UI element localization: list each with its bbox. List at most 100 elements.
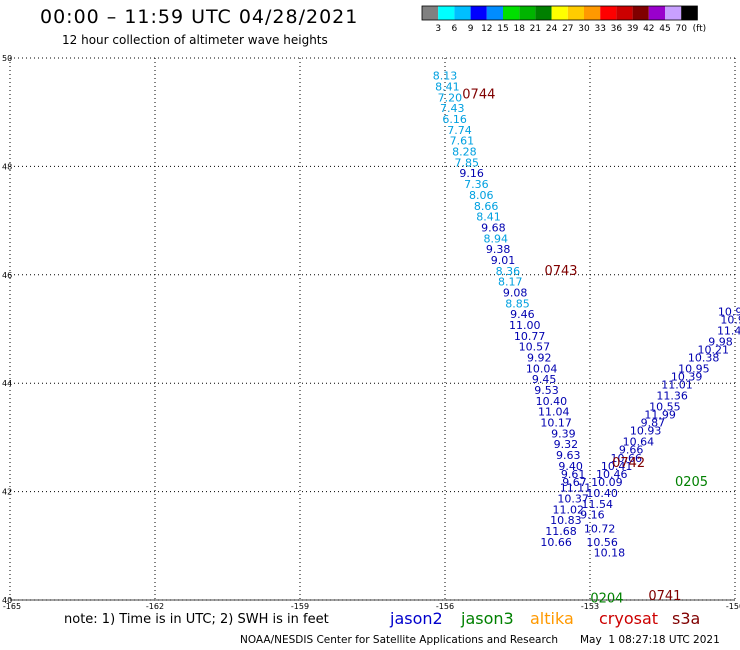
colorbar-swatch	[486, 6, 503, 20]
wave-height-label: 9.53	[534, 384, 559, 397]
wave-height-label: 9.16	[459, 167, 484, 180]
wave-height-label: 10.66	[540, 536, 572, 549]
wave-height-label: 10.09	[591, 476, 623, 489]
wave-height-label: 10.41	[601, 460, 633, 473]
wave-height-label: 10.93	[630, 425, 662, 438]
wave-height-label: 9.92	[527, 352, 552, 365]
wave-height-label: 10.37	[557, 492, 589, 505]
wave-height-label: 10.83	[550, 514, 582, 527]
chart-title: 00:00 – 11:59 UTC 04/28/2021	[40, 6, 359, 28]
pass-time-label: 0204	[590, 592, 623, 607]
wave-height-label: 9.08	[503, 286, 528, 299]
wave-height-label: 7.20	[438, 91, 463, 104]
wave-height-label: 9.40	[558, 460, 583, 473]
wave-height-label: 11.99	[644, 408, 676, 421]
x-tick-label: -162	[146, 602, 164, 611]
wave-height-label: 11.02	[553, 503, 585, 516]
colorbar-label: 6	[452, 24, 458, 34]
wave-height-label: 9.63	[556, 449, 581, 462]
wave-height-label: 11.68	[545, 525, 577, 538]
x-tick-label: -153	[581, 602, 599, 611]
wave-height-label: 10.38	[688, 352, 720, 365]
y-tick-label: 42	[2, 488, 12, 497]
wave-height-label: 7.61	[450, 135, 475, 148]
colorbar-frame	[421, 5, 698, 21]
wave-height-label: 8.85	[505, 297, 530, 310]
footer-note: note: 1) Time is in UTC; 2) SWH is in fe…	[64, 612, 329, 627]
colorbar-label: 9	[468, 24, 474, 34]
wave-height-label: 10.46	[596, 468, 628, 481]
legend-jason3: jason3	[461, 609, 514, 628]
wave-height-label: 11.01	[661, 379, 693, 392]
wave-height-label: 10.66	[611, 452, 643, 465]
colorbar-swatch	[519, 6, 536, 20]
colorbar-swatch	[422, 6, 439, 20]
colorbar-label: 36	[611, 24, 623, 34]
wave-height-label: 7.74	[447, 124, 472, 137]
wave-height-label: 8.41	[435, 81, 460, 94]
wave-height-label: 11.00	[509, 319, 541, 332]
colorbar-label: 18	[513, 24, 525, 34]
wave-height-label: 10.95	[678, 362, 710, 375]
wave-height-label: 10.77	[514, 330, 546, 343]
wave-height-label: 9.16	[580, 509, 605, 522]
wave-height-label: 8.36	[496, 265, 521, 278]
wave-height-label: 9.39	[551, 427, 576, 440]
colorbar-swatch	[535, 6, 552, 20]
wave-height-label: 7.85	[455, 156, 480, 169]
wave-height-label: 10.39	[671, 370, 703, 383]
colorbar-label: 27	[562, 24, 573, 34]
colorbar-label: 21	[530, 24, 541, 34]
y-tick-label: 48	[2, 162, 12, 171]
wave-height-label: 9.01	[491, 254, 516, 267]
colorbar-swatch	[616, 6, 633, 20]
colorbar-label: 70	[675, 24, 687, 34]
chart-subtitle: 12 hour collection of altimeter wave hei…	[62, 33, 328, 47]
pass-time-label: 0743	[544, 264, 577, 279]
wave-height-label: 10.04	[526, 362, 558, 375]
x-tick-label: -159	[291, 602, 309, 611]
wave-height-label: 10.55	[649, 400, 681, 413]
credit-text: NOAA/NESDIS Center for Satellite Applica…	[240, 634, 558, 646]
wave-height-label: 9.46	[510, 308, 535, 321]
wave-height-label: 10.18	[594, 547, 626, 560]
wave-height-label: 10.40	[586, 487, 618, 500]
colorbar-swatch	[503, 6, 520, 20]
colorbar-label: 45	[659, 24, 670, 34]
wave-height-label: 10.9	[720, 314, 740, 327]
wave-height-label: 8.13	[433, 70, 458, 83]
colorbar-label: 24	[546, 24, 558, 34]
wave-height-label: 9.67	[562, 476, 587, 489]
colorbar-swatch	[632, 6, 649, 20]
x-tick-label: -165	[3, 602, 21, 611]
wave-height-label: 10.21	[698, 343, 730, 356]
wave-height-label: 11.11	[560, 482, 592, 495]
wave-height-label: 9.45	[532, 373, 557, 386]
colorbar-swatch	[470, 6, 487, 20]
colorbar-swatch	[551, 6, 568, 20]
colorbar-swatch	[454, 6, 471, 20]
y-tick-label: 46	[2, 271, 12, 280]
wave-height-label: 8.41	[476, 211, 501, 224]
pass-time-label: 0205	[675, 475, 708, 490]
colorbar-label: (ft)	[693, 24, 707, 34]
wave-height-label: 10.56	[586, 536, 618, 549]
wave-height-label: 10.64	[623, 436, 655, 449]
wave-height-label: 9.87	[641, 417, 666, 430]
colorbar-swatch	[648, 6, 665, 20]
pass-time-label: 0741	[648, 589, 681, 604]
chart-plot: -165 -162 -159 -156 -153 -150 40 42 44 46 48 50 8.13…	[2, 54, 740, 611]
colorbar-swatch	[438, 6, 455, 20]
wave-height-label: 10.40	[536, 395, 568, 408]
colorbar-swatch	[681, 6, 698, 20]
legend-jason2: jason2	[390, 609, 443, 628]
pass-time-label: 0744	[462, 88, 495, 103]
wave-height-label: 9.61	[561, 468, 586, 481]
y-tick-label: 44	[2, 379, 12, 388]
generated-timestamp: May 1 08:27:18 UTC 2021	[580, 634, 720, 646]
wave-height-label: 8.94	[484, 232, 509, 245]
wave-height-label: 9.66	[619, 444, 644, 457]
wave-height-label: 8.17	[498, 276, 523, 289]
legend-cryosat: cryosat	[599, 609, 659, 628]
colorbar-swatch	[600, 6, 617, 20]
